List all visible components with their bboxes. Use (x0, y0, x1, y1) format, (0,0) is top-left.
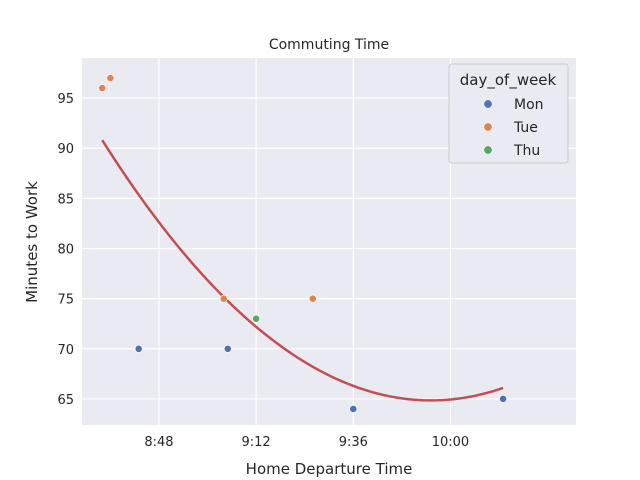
legend-marker-tue (483, 122, 493, 132)
legend-label-mon: Mon (514, 97, 544, 113)
legend: day_of_week Mon Tue Thu (448, 63, 569, 164)
y-axis-label: Minutes to Work (23, 181, 41, 303)
data-point-mon (223, 344, 232, 353)
legend-label-tue: Tue (513, 120, 538, 136)
data-point-mon (134, 344, 143, 353)
x-tick-label: 10:00 (432, 435, 469, 450)
y-tick-label: 95 (57, 92, 74, 107)
y-tick-labels: 65 70 75 80 85 90 95 (57, 92, 74, 408)
y-tick-label: 75 (57, 293, 74, 308)
legend-title: day_of_week (460, 71, 557, 90)
y-tick-label: 65 (57, 393, 74, 408)
legend-items: Mon Tue Thu (483, 97, 544, 159)
data-point-tue (308, 294, 317, 303)
data-point-tue (106, 74, 115, 82)
legend-label-thu: Thu (513, 143, 540, 159)
x-tick-label: 8:48 (144, 435, 173, 450)
x-tick-labels: 8:48 9:12 9:36 10:00 (144, 435, 469, 450)
x-tick-label: 9:36 (339, 435, 368, 450)
data-point-thu (252, 314, 261, 323)
data-point-tue (98, 84, 107, 92)
fit-line (101, 139, 504, 402)
legend-marker-mon (483, 99, 493, 109)
data-point-mon (499, 395, 508, 403)
y-tick-label: 85 (57, 192, 74, 207)
data-point-tue (219, 294, 228, 303)
points-layer (98, 74, 508, 413)
legend-marker-thu (483, 145, 493, 155)
legend-box (448, 63, 569, 164)
chart-title: Commuting Time (269, 37, 389, 53)
fit-line-layer (101, 139, 504, 402)
y-tick-label: 80 (57, 243, 74, 258)
data-point-mon (349, 405, 358, 413)
x-tick-label: 9:12 (242, 435, 271, 450)
y-tick-label: 90 (57, 142, 74, 157)
x-axis-label: Home Departure Time (246, 460, 413, 478)
y-tick-label: 70 (57, 343, 74, 358)
